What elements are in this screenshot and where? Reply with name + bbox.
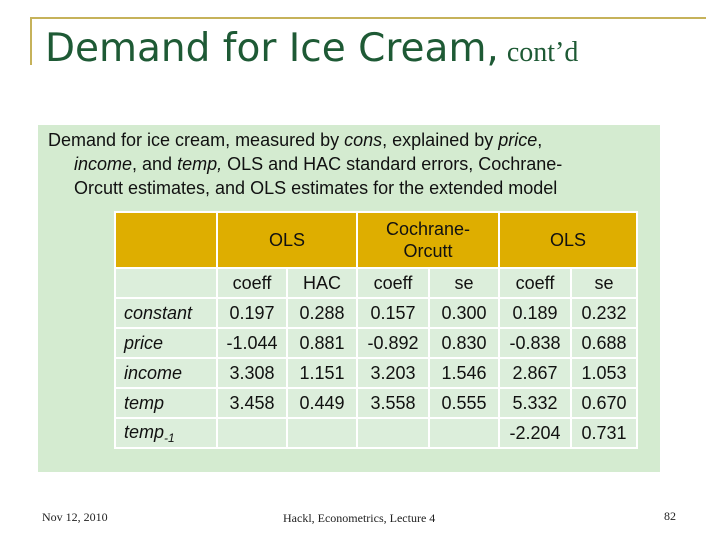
table-cell: 0.881 bbox=[286, 327, 358, 359]
row-label: temp bbox=[114, 387, 218, 419]
table-cell: -1.044 bbox=[216, 327, 288, 359]
description-line-2: income, and temp, OLS and HAC standard e… bbox=[48, 152, 658, 176]
description-text: , bbox=[537, 130, 543, 150]
table-cell: 3.558 bbox=[356, 387, 430, 419]
table-cell bbox=[286, 417, 358, 449]
table-corner-cell bbox=[114, 211, 218, 269]
table-cell: 0.197 bbox=[216, 297, 288, 329]
footer-date: Nov 12, 2010 bbox=[42, 510, 108, 524]
table-cell: 3.458 bbox=[216, 387, 288, 419]
slide-title: Demand for Ice Cream, cont’d bbox=[45, 26, 578, 71]
description-line-1: Demand for ice cream, measured by cons, … bbox=[48, 128, 658, 152]
table-cell: 1.151 bbox=[286, 357, 358, 389]
table-cell: 0.688 bbox=[570, 327, 638, 359]
page-number: 82 bbox=[664, 509, 676, 523]
row-label-subscript: -1 bbox=[164, 430, 175, 445]
description-var-temp: temp, bbox=[177, 154, 223, 174]
subheader-blank bbox=[114, 267, 218, 299]
table-row: price -1.044 0.881 -0.892 0.830 -0.838 0… bbox=[114, 327, 638, 359]
table-cell: 0.830 bbox=[428, 327, 500, 359]
table-cell: -0.838 bbox=[498, 327, 572, 359]
table-cell: 1.053 bbox=[570, 357, 638, 389]
table-cell: 3.203 bbox=[356, 357, 430, 389]
decorative-horizontal-line bbox=[30, 17, 706, 19]
table-cell: -0.892 bbox=[356, 327, 430, 359]
table-row: temp 3.458 0.449 3.558 0.555 5.332 0.670 bbox=[114, 387, 638, 419]
table-cell: 1.546 bbox=[428, 357, 500, 389]
group-header-cochrane-orcutt: Cochrane- Orcutt bbox=[356, 211, 500, 269]
subheader-cell: coeff bbox=[498, 267, 572, 299]
table-cell: 0.449 bbox=[286, 387, 358, 419]
group-header-line: Orcutt bbox=[403, 241, 453, 261]
subheader-cell: coeff bbox=[216, 267, 288, 299]
table-cell: 0.189 bbox=[498, 297, 572, 329]
subheader-cell: coeff bbox=[356, 267, 430, 299]
table-cell bbox=[356, 417, 430, 449]
table-cell bbox=[216, 417, 288, 449]
decorative-vertical-line bbox=[30, 17, 32, 65]
footer-lecture-info: Hackl, Econometrics, Lecture 4 bbox=[283, 511, 436, 525]
description-text: , explained by bbox=[382, 130, 499, 150]
description-text: Demand for ice cream, measured by bbox=[48, 130, 345, 150]
table-description: Demand for ice cream, measured by cons, … bbox=[48, 128, 658, 200]
group-header-ols-extended: OLS bbox=[498, 211, 638, 269]
description-text: , and bbox=[132, 154, 178, 174]
row-label: income bbox=[114, 357, 218, 389]
table-row: constant 0.197 0.288 0.157 0.300 0.189 0… bbox=[114, 297, 638, 329]
table-cell: 0.731 bbox=[570, 417, 638, 449]
group-header-ols: OLS bbox=[216, 211, 358, 269]
table-cell: 0.288 bbox=[286, 297, 358, 329]
row-label: constant bbox=[114, 297, 218, 329]
table-row: temp-1 -2.204 0.731 bbox=[114, 417, 638, 449]
table-cell: 0.232 bbox=[570, 297, 638, 329]
table-row: income 3.308 1.151 3.203 1.546 2.867 1.0… bbox=[114, 357, 638, 389]
table-cell: 0.157 bbox=[356, 297, 430, 329]
row-label-text: temp bbox=[124, 421, 165, 442]
slide-title-main: Demand for Ice Cream, bbox=[45, 26, 499, 71]
subheader-cell: se bbox=[570, 267, 638, 299]
table-cell: -2.204 bbox=[498, 417, 572, 449]
table-cell: 0.555 bbox=[428, 387, 500, 419]
table-cell: 5.332 bbox=[498, 387, 572, 419]
subheader-cell: se bbox=[428, 267, 500, 299]
description-var-price: price bbox=[498, 130, 538, 150]
table-subheader-row: coeff HAC coeff se coeff se bbox=[114, 267, 638, 299]
description-var-income: income bbox=[74, 154, 133, 174]
table-cell: 0.300 bbox=[428, 297, 500, 329]
slide-title-sub: cont’d bbox=[506, 37, 579, 68]
description-var-cons: cons bbox=[344, 130, 383, 150]
row-label: price bbox=[114, 327, 218, 359]
group-header-line: Cochrane- bbox=[385, 219, 471, 239]
table-cell: 3.308 bbox=[216, 357, 288, 389]
row-label: temp-1 bbox=[114, 417, 218, 449]
table-group-header-row: OLS Cochrane- Orcutt OLS bbox=[114, 211, 638, 269]
table-cell bbox=[428, 417, 500, 449]
regression-table: OLS Cochrane- Orcutt OLS coeff HAC coeff … bbox=[114, 211, 638, 449]
description-line-3: Orcutt estimates, and OLS estimates for … bbox=[74, 178, 558, 198]
description-text: OLS and HAC standard errors, Cochrane- bbox=[222, 154, 563, 174]
table-cell: 0.670 bbox=[570, 387, 638, 419]
table-cell: 2.867 bbox=[498, 357, 572, 389]
subheader-cell: HAC bbox=[286, 267, 358, 299]
